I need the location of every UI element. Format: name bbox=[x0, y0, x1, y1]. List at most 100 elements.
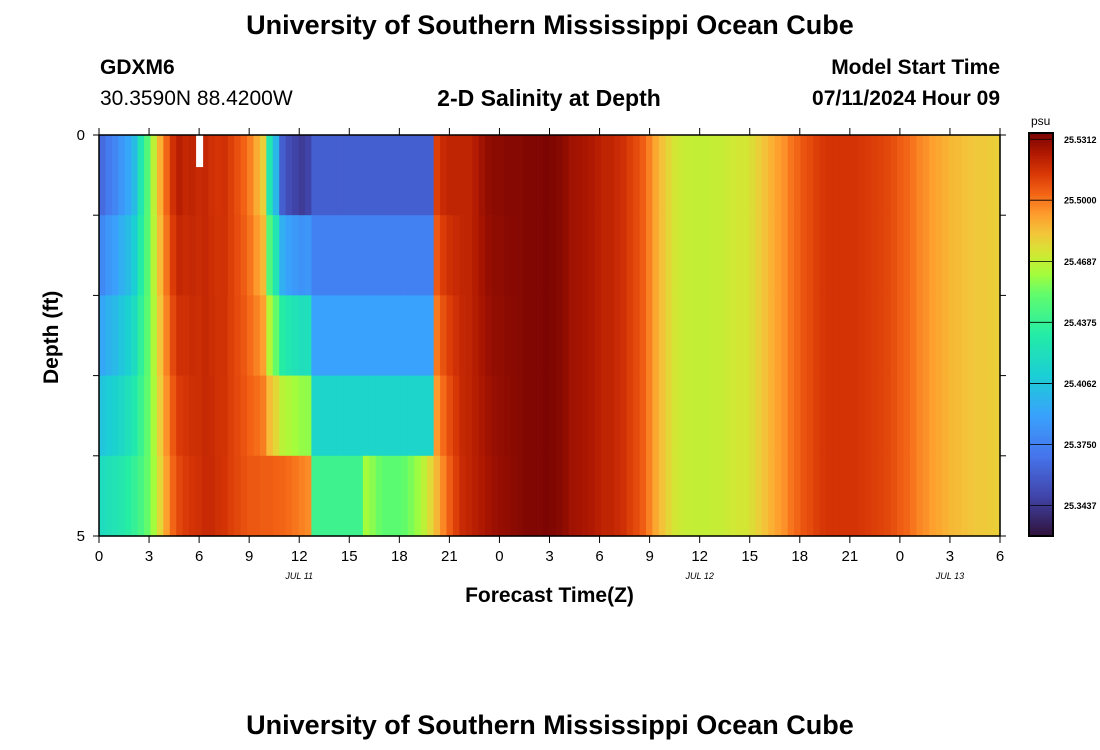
heatmap-cell bbox=[472, 135, 480, 216]
colorbar-segment bbox=[1029, 223, 1053, 227]
heatmap-cell bbox=[607, 215, 615, 296]
heatmap-cell bbox=[749, 455, 757, 537]
heatmap-cell bbox=[922, 375, 930, 457]
heatmap-cell bbox=[691, 215, 699, 296]
heatmap-cell bbox=[600, 455, 609, 537]
colorbar-segment bbox=[1029, 417, 1053, 421]
heatmap-cell bbox=[658, 215, 666, 296]
heatmap-cell bbox=[395, 295, 403, 377]
colorbar-segment bbox=[1029, 402, 1053, 406]
heatmap-cell bbox=[600, 295, 609, 377]
heatmap-cell bbox=[247, 295, 255, 377]
colorbar-tick-label: 25.4375 bbox=[1064, 318, 1097, 328]
heatmap-cell bbox=[787, 135, 795, 216]
colorbar-segment bbox=[1029, 331, 1053, 336]
heatmap-cell bbox=[691, 375, 699, 457]
heatmap-cell bbox=[742, 455, 750, 537]
heatmap-cell bbox=[247, 375, 255, 457]
heatmap-cell bbox=[703, 295, 711, 377]
heatmap-cell bbox=[890, 215, 898, 296]
heatmap-cell bbox=[279, 455, 287, 537]
colorbar-segment bbox=[1029, 261, 1053, 265]
heatmap-cell bbox=[298, 455, 306, 537]
heatmap-cell bbox=[375, 455, 383, 537]
heatmap-cell bbox=[304, 455, 312, 537]
heatmap-cell bbox=[433, 455, 441, 537]
heatmap-cell bbox=[459, 215, 467, 296]
heatmap-cell bbox=[678, 375, 686, 457]
heatmap-cell bbox=[755, 455, 763, 537]
heatmap-cell bbox=[742, 215, 750, 296]
heatmap-cell bbox=[826, 455, 834, 537]
heatmap-cell bbox=[485, 455, 493, 537]
colorbar-segment bbox=[1029, 372, 1053, 376]
heatmap-cell bbox=[156, 135, 164, 216]
heatmap-cell bbox=[99, 295, 107, 377]
heatmap-cell bbox=[871, 135, 879, 216]
heatmap-cell bbox=[311, 215, 319, 296]
heatmap-cell bbox=[864, 135, 872, 216]
heatmap-cell bbox=[755, 215, 763, 296]
heatmap-cell bbox=[452, 215, 460, 296]
heatmap-cell bbox=[961, 135, 969, 216]
heatmap-cell bbox=[626, 375, 634, 457]
x-tick-label: 18 bbox=[791, 548, 808, 565]
colorbar-segment bbox=[1029, 407, 1053, 411]
heatmap-cell bbox=[324, 375, 332, 457]
heatmap-cell bbox=[671, 215, 679, 296]
colorbar-segment bbox=[1029, 168, 1053, 172]
heatmap-cell bbox=[337, 375, 345, 457]
heatmap-cell bbox=[909, 215, 917, 296]
heatmap-cell bbox=[298, 295, 306, 377]
heatmap-cell bbox=[884, 455, 892, 537]
heatmap-cell bbox=[375, 375, 383, 457]
colorbar-segment bbox=[1029, 518, 1053, 522]
heatmap-cell bbox=[279, 215, 287, 296]
heatmap-cell bbox=[189, 375, 197, 457]
x-tick-label: 6 bbox=[195, 548, 203, 565]
heatmap-cell bbox=[510, 375, 518, 457]
heatmap-cell bbox=[916, 215, 924, 296]
heatmap-cell bbox=[658, 455, 666, 537]
heatmap-cell bbox=[749, 295, 757, 377]
heatmap-cell bbox=[909, 295, 917, 377]
heatmap-cell bbox=[272, 215, 280, 296]
heatmap-cell bbox=[851, 295, 860, 377]
heatmap-cell bbox=[266, 455, 274, 537]
heatmap-cell bbox=[890, 135, 898, 216]
heatmap-cell bbox=[781, 455, 789, 537]
heatmap-cell bbox=[607, 295, 615, 377]
heatmap-cell bbox=[369, 455, 377, 537]
colorbar-segment bbox=[1029, 180, 1053, 184]
heatmap-cell bbox=[150, 295, 158, 377]
heatmap-cell bbox=[819, 215, 827, 296]
heatmap-cell bbox=[498, 215, 506, 296]
heatmap-cell bbox=[530, 135, 538, 216]
heatmap-cell bbox=[182, 375, 190, 457]
heatmap-cell bbox=[362, 135, 370, 216]
heatmap-cell bbox=[472, 455, 480, 537]
heatmap-cell bbox=[864, 455, 872, 537]
heatmap-cell bbox=[845, 135, 853, 216]
colorbar-segment bbox=[1029, 337, 1053, 341]
colorbar-segment bbox=[1029, 133, 1053, 137]
heatmap-cell bbox=[266, 375, 274, 457]
colorbar-segment bbox=[1029, 158, 1053, 162]
heatmap-cell bbox=[787, 295, 795, 377]
heatmap-cell bbox=[575, 295, 583, 377]
heatmap-cell bbox=[485, 295, 493, 377]
heatmap-cell bbox=[247, 135, 255, 216]
heatmap-cell bbox=[317, 135, 325, 216]
heatmap-cell bbox=[311, 295, 319, 377]
heatmap-cell bbox=[665, 135, 673, 216]
heatmap-cell bbox=[227, 455, 235, 537]
heatmap-cell bbox=[697, 215, 705, 296]
heatmap-cell bbox=[131, 295, 139, 377]
colorbar-segment bbox=[1029, 208, 1053, 212]
heatmap-cell bbox=[337, 135, 345, 216]
heatmap-cell bbox=[227, 215, 235, 296]
heatmap-cell bbox=[954, 215, 962, 296]
heatmap-cell bbox=[575, 455, 583, 537]
heatmap-cell bbox=[639, 135, 647, 216]
heatmap-cell bbox=[259, 215, 267, 296]
